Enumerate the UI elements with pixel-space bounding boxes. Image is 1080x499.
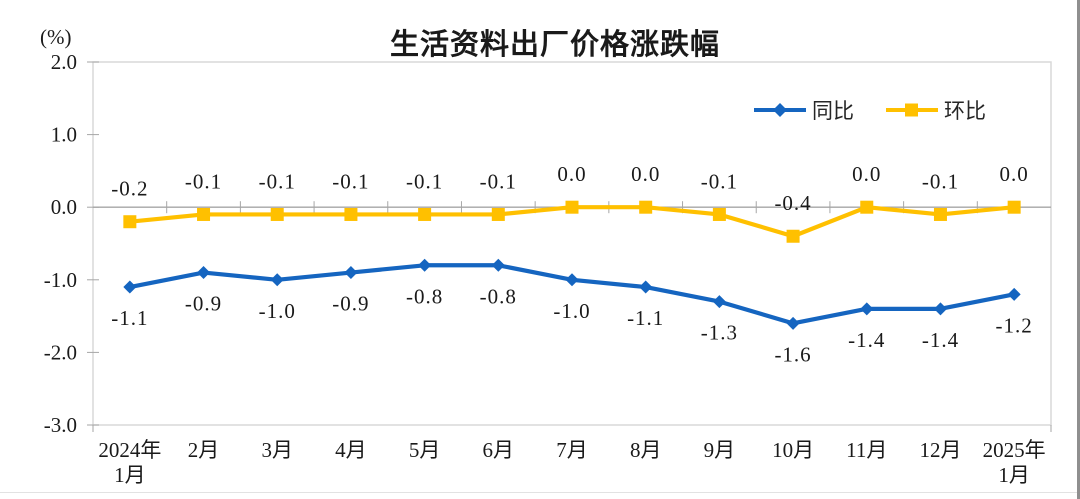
yoy-data-label: -1.3 (701, 321, 738, 345)
mom-marker (565, 200, 579, 214)
y-tick-label: -1.0 (44, 268, 77, 292)
yoy-marker (270, 273, 284, 287)
mom-marker (491, 207, 505, 221)
y-axis-unit-label: (%) (40, 25, 72, 49)
mom-marker (123, 215, 137, 229)
mom-marker (933, 207, 947, 221)
yoy-marker (491, 258, 505, 272)
x-tick-label: 11月 (846, 438, 887, 462)
mom-data-label: -0.1 (480, 169, 517, 193)
mom-marker (418, 207, 432, 221)
yoy-marker (712, 295, 726, 309)
mom-data-label: 0.0 (557, 162, 586, 186)
legend-label-yoy: 同比 (812, 100, 854, 123)
yoy-marker (933, 302, 947, 316)
x-tick-label: 10月 (772, 438, 814, 462)
x-tick-label: 2024年 (98, 438, 161, 462)
mom-data-label: 0.0 (1000, 162, 1029, 186)
yoy-data-label: -1.2 (996, 313, 1033, 337)
y-tick-label: 0.0 (51, 195, 77, 219)
y-tick-label: -2.0 (44, 340, 77, 364)
mom-data-label: -0.1 (259, 169, 296, 193)
mom-data-label: -0.1 (185, 169, 222, 193)
chart-title: 生活资料出厂价格涨跌幅 (389, 29, 720, 61)
mom-marker (712, 207, 726, 221)
mom-data-label: 0.0 (631, 162, 660, 186)
yoy-data-label: -1.4 (848, 328, 885, 352)
x-tick-label: 3月 (261, 438, 293, 462)
mom-data-label: -0.1 (332, 169, 369, 193)
y-tick-label: -3.0 (44, 413, 77, 437)
yoy-data-label: -0.9 (185, 292, 222, 316)
yoy-data-label: -1.6 (774, 342, 811, 366)
legend-label-mom: 环比 (944, 100, 986, 123)
x-tick-label: 4月 (335, 438, 367, 462)
window-right-edge (1077, 0, 1080, 499)
legend-item-yoy: 同比 (752, 95, 854, 125)
y-tick-label: 1.0 (51, 123, 77, 147)
legend: 同比 环比 (752, 95, 986, 125)
yoy-marker (786, 316, 800, 330)
yoy-marker (565, 273, 579, 287)
mom-line-swatch (886, 103, 938, 117)
yoy-data-label: -1.0 (553, 299, 590, 323)
x-tick-label: 5月 (409, 438, 441, 462)
x-tick-label: 9月 (704, 438, 736, 462)
mom-data-label: -0.1 (922, 169, 959, 193)
yoy-data-label: -0.8 (480, 284, 517, 308)
yoy-data-label: -0.8 (406, 284, 443, 308)
yoy-line-swatch (754, 103, 806, 117)
mom-marker (1007, 200, 1021, 214)
yoy-data-label: -1.4 (922, 328, 959, 352)
yoy-data-label: -1.1 (111, 306, 148, 330)
yoy-marker (860, 302, 874, 316)
x-tick-label: 2025年 (983, 438, 1046, 462)
x-tick-label: 1月 (114, 463, 146, 487)
mom-marker (860, 200, 874, 214)
mom-data-label: -0.1 (701, 169, 738, 193)
mom-data-label: -0.4 (774, 191, 811, 215)
yoy-marker (197, 266, 211, 280)
mom-data-label: 0.0 (852, 162, 881, 186)
page-bottom-border (0, 492, 1077, 493)
mom-marker (639, 200, 653, 214)
yoy-data-label: -0.9 (332, 292, 369, 316)
mom-marker (344, 207, 358, 221)
yoy-data-label: -1.1 (627, 306, 664, 330)
mom-data-label: -0.1 (406, 169, 443, 193)
x-tick-label: 1月 (998, 463, 1030, 487)
y-tick-label: 2.0 (51, 50, 77, 74)
yoy-marker (344, 266, 358, 280)
yoy-marker (123, 280, 137, 294)
yoy-data-label: -1.0 (259, 299, 296, 323)
x-tick-label: 12月 (919, 438, 961, 462)
plot-border (92, 61, 1052, 426)
legend-item-mom: 环比 (884, 95, 986, 125)
x-tick-label: 8月 (630, 438, 662, 462)
mom-marker (786, 229, 800, 243)
yoy-marker (418, 258, 432, 272)
mom-data-label: -0.2 (111, 177, 148, 201)
mom-marker (197, 207, 211, 221)
yoy-marker (639, 280, 653, 294)
x-tick-label: 6月 (483, 438, 515, 462)
x-tick-label: 2月 (188, 438, 220, 462)
yoy-marker (1007, 287, 1021, 301)
mom-marker (270, 207, 284, 221)
x-tick-label: 7月 (556, 438, 588, 462)
